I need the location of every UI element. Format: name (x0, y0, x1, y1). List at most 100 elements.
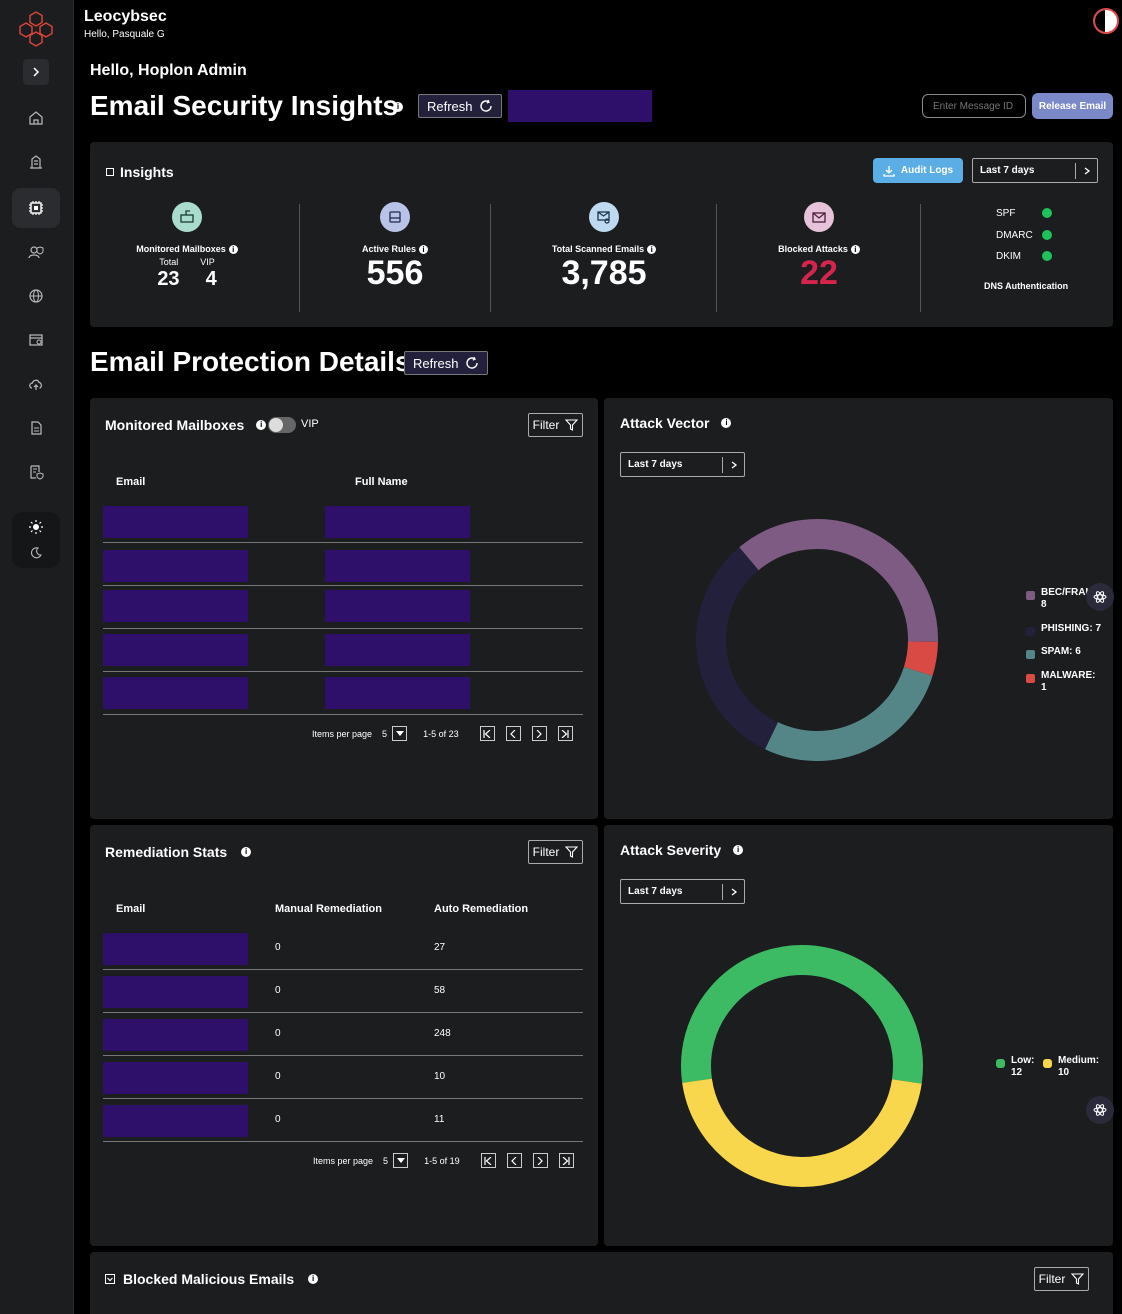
dns-spf: SPF (996, 208, 1052, 219)
insights-period-select[interactable]: Last 7 days (972, 158, 1098, 183)
first-page-icon (484, 1156, 492, 1165)
info-icon[interactable]: i (256, 420, 267, 430)
auto-count: 58 (434, 985, 446, 996)
nav-web-security[interactable] (12, 276, 60, 316)
per-page-dropdown[interactable] (393, 1153, 409, 1168)
info-icon[interactable]: i (733, 845, 744, 855)
first-page-button[interactable] (479, 726, 495, 741)
table-row[interactable] (103, 1062, 248, 1094)
mailboxes-filter-button[interactable]: Filter (528, 413, 583, 437)
nav-documents[interactable] (12, 408, 60, 448)
document-icon (31, 421, 42, 435)
remediation-filter-button[interactable]: Filter (528, 840, 583, 864)
attack-severity-period-select[interactable]: Last 7 days (620, 879, 745, 904)
moon-icon[interactable] (30, 547, 42, 559)
nav-users[interactable] (12, 232, 60, 272)
refresh-button[interactable]: Refresh (418, 94, 502, 118)
monitored-label: Monitored Mailboxes (136, 244, 226, 254)
table-row[interactable] (103, 634, 248, 666)
auto-count: 27 (434, 942, 446, 953)
avatar[interactable] (1093, 8, 1119, 34)
nav-home[interactable] (12, 98, 60, 138)
per-page-value: 5 (383, 1155, 389, 1166)
legend-low[interactable]: Low: 12 (996, 1055, 1039, 1079)
vip-toggle-label: VIP (301, 418, 319, 430)
caret-down-icon (396, 1157, 405, 1163)
info-icon[interactable]: i (850, 244, 860, 254)
nav-organization[interactable] (12, 142, 60, 182)
slice-bec-fraud[interactable] (739, 519, 938, 642)
first-page-button[interactable] (480, 1153, 496, 1168)
table-row[interactable] (103, 550, 248, 582)
info-icon[interactable]: i (228, 244, 238, 254)
table-row[interactable] (103, 506, 248, 538)
logo-icon (19, 11, 53, 47)
nav-email-security[interactable] (12, 188, 60, 228)
ai-assistant-button[interactable] (1086, 1096, 1114, 1124)
info-icon[interactable]: i (647, 244, 657, 254)
legend-phishing[interactable]: PHISHING: 7 (1026, 623, 1101, 636)
legend-spam[interactable]: SPAM: 6 (1026, 646, 1081, 659)
release-email-button[interactable]: Release Email (1032, 93, 1113, 119)
last-page-button[interactable] (558, 1153, 574, 1168)
ai-assistant-button[interactable] (1086, 583, 1114, 611)
legend-swatch (1026, 674, 1035, 683)
nav-reports[interactable] (12, 452, 60, 492)
blocked-emails-filter-button[interactable]: Filter (1034, 1267, 1089, 1291)
message-id-input[interactable] (922, 94, 1026, 118)
next-page-button[interactable] (531, 726, 547, 741)
per-page-dropdown[interactable] (392, 726, 408, 741)
blocked-email-icon (804, 202, 834, 232)
total-value: 23 (157, 268, 180, 290)
attack-vector-header: Attack Vector i (620, 415, 732, 431)
user-shield-icon (28, 246, 44, 259)
legend-bec-fraud[interactable]: BEC/FRAU 8 (1026, 587, 1093, 611)
legend-medium[interactable]: Medium: 10 (1043, 1055, 1102, 1079)
column-header-auto[interactable]: Auto Remediation (434, 903, 529, 915)
nav-browser[interactable] (12, 320, 60, 360)
legend-label: Low: 12 (1011, 1055, 1035, 1078)
expand-sidebar-button[interactable] (23, 59, 49, 85)
insights-header[interactable]: Insights (106, 164, 174, 180)
items-per-page-label: Items per page (312, 728, 373, 739)
protection-refresh-button[interactable]: Refresh (404, 351, 488, 375)
divider (920, 204, 921, 312)
info-icon[interactable]: i (241, 847, 252, 857)
prev-page-button[interactable] (505, 726, 521, 741)
table-row[interactable] (103, 677, 248, 709)
status-dot (1042, 230, 1052, 240)
legend-swatch (1026, 627, 1035, 636)
table-row[interactable] (103, 590, 248, 622)
info-icon[interactable]: i (721, 418, 732, 428)
dns-dkim: DKIM (996, 251, 1052, 262)
dns-label: SPF (996, 208, 1016, 219)
slice-phishing[interactable] (696, 547, 779, 750)
legend-malware[interactable]: MALWARE: 1 (1026, 670, 1095, 694)
page-range: 1-5 of 23 (423, 728, 459, 739)
slice-low[interactable] (681, 945, 923, 1084)
column-header-full-name[interactable]: Full Name (355, 476, 408, 488)
table-row[interactable] (103, 1105, 248, 1137)
column-header-email[interactable]: Email (116, 903, 146, 915)
table-row[interactable] (103, 1019, 248, 1051)
attack-vector-period-select[interactable]: Last 7 days (620, 452, 745, 477)
sun-icon[interactable] (29, 520, 43, 534)
audit-logs-button[interactable]: Audit Logs (873, 158, 963, 183)
slice-medium[interactable] (682, 1078, 922, 1187)
vip-toggle[interactable] (268, 417, 296, 433)
column-header-manual[interactable]: Manual Remediation (275, 903, 382, 915)
next-page-button[interactable] (532, 1153, 548, 1168)
table-row[interactable] (103, 933, 248, 965)
info-icon[interactable]: i (393, 102, 403, 112)
info-icon[interactable]: i (419, 244, 429, 254)
column-header-email[interactable]: Email (116, 476, 146, 488)
last-page-button[interactable] (557, 726, 573, 741)
table-row[interactable] (103, 976, 248, 1008)
slice-malware[interactable] (903, 640, 938, 676)
prev-page-button[interactable] (506, 1153, 522, 1168)
info-icon[interactable]: i (308, 1274, 319, 1284)
slice-spam[interactable] (765, 666, 933, 761)
nav-cloud[interactable] (12, 364, 60, 404)
remediation-pagination: Items per page 5 1-5 of 19 (313, 1153, 574, 1168)
blocked-emails-header[interactable]: Blocked Malicious Emails i (105, 1271, 319, 1287)
